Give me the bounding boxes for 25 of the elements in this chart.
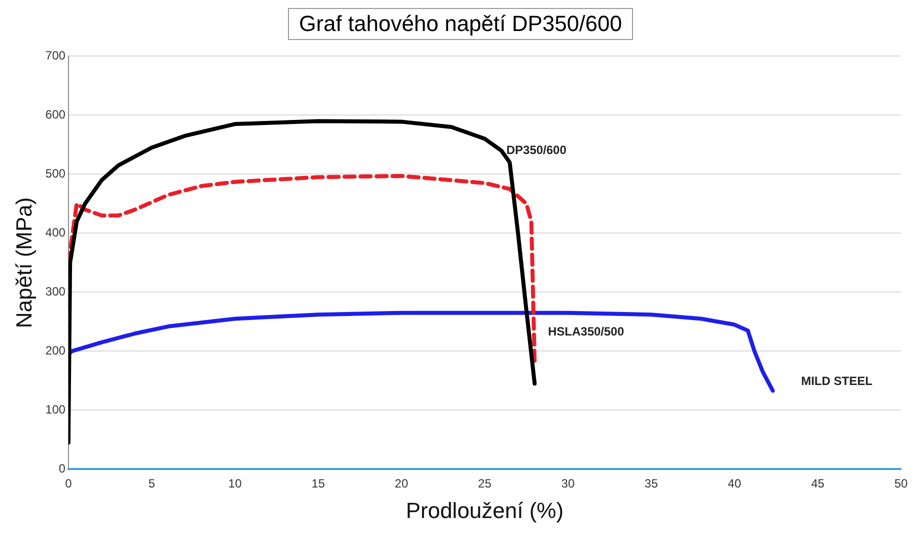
line-series [68,174,537,365]
x-tick-label: 20 [394,476,408,491]
y-axis-title: Napětí (MPa) [11,197,36,328]
y-tick-label: 0 [58,462,66,476]
text: MILD STEEL [801,374,872,388]
x-tick-label: 40 [728,476,742,491]
series-label: DP350/600 [506,142,567,157]
x-tick-label: 50 [894,476,908,491]
y-tick-label: 300 [45,284,66,299]
x-tick-label: 25 [478,476,492,491]
x-tick-label: 30 [561,476,575,491]
y-tick-label: 700 [45,48,66,63]
chart-title: Graf tahového napětí DP350/600 [288,8,633,40]
y-tick-label: 200 [45,344,66,358]
x-tick-label: 45 [811,476,825,491]
y-tick-label: 600 [45,108,66,122]
y-tick-label: 100 [45,402,66,417]
y-tick-label: 400 [45,226,66,240]
x-tick-label: 15 [312,476,326,491]
series-label: HSLA350/500 [548,324,624,339]
y-tick-label: 500 [45,166,66,181]
x-tick-label: 35 [644,476,658,491]
x-tick-label: 5 [148,476,156,491]
x-axis-title: Prodloužení (%) [406,498,564,523]
x-tick-label: 10 [228,476,242,491]
